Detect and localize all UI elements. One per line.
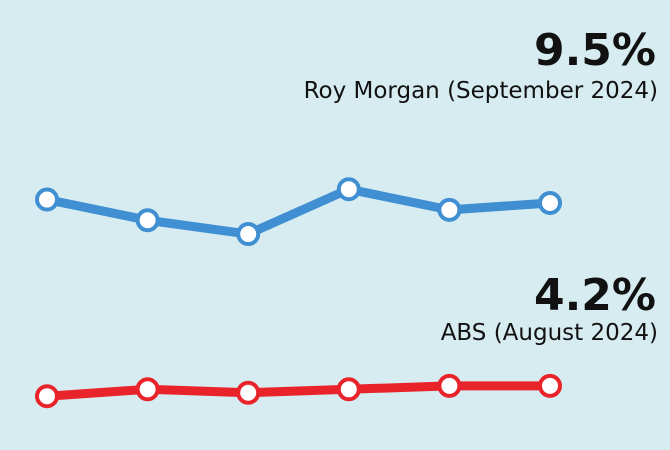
value-label: 9.5% <box>534 25 656 76</box>
data-point <box>437 197 462 222</box>
series-name: ABS (August 2024) <box>441 320 658 346</box>
data-point <box>236 222 261 247</box>
series-line <box>42 381 555 401</box>
series-line <box>42 184 555 239</box>
data-point <box>236 380 261 405</box>
data-point <box>135 377 160 402</box>
value-label: 4.2% <box>534 270 656 321</box>
data-point <box>437 373 462 398</box>
data-point <box>538 373 562 398</box>
data-point <box>336 177 361 202</box>
data-point <box>135 208 160 233</box>
data-point <box>538 191 562 215</box>
series-name: Roy Morgan (September 2024) <box>304 78 658 104</box>
data-point <box>336 377 361 402</box>
data-point <box>35 187 59 212</box>
data-point <box>35 384 59 409</box>
